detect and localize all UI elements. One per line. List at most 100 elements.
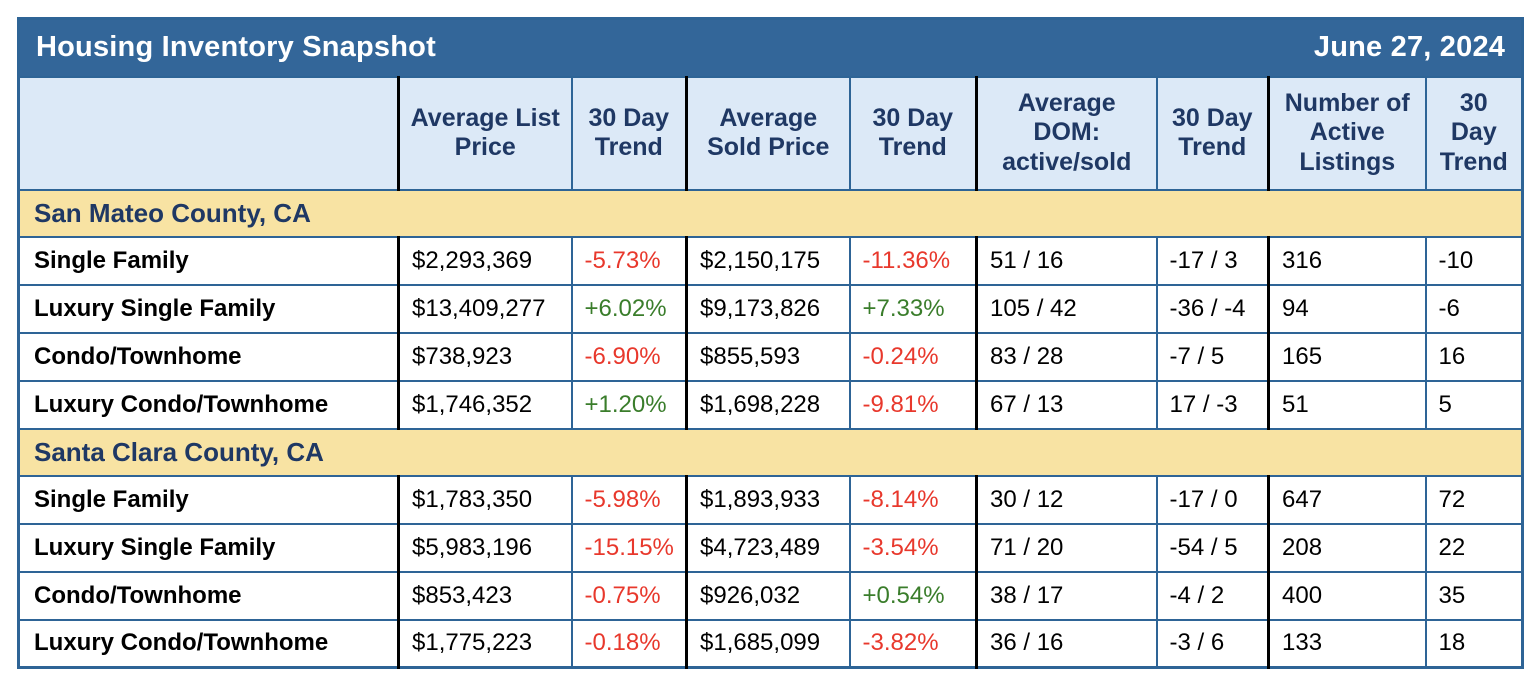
cell-avg-dom: 105 / 42 <box>975 283 1157 333</box>
header-active-listings: Number of Active Listings <box>1267 75 1426 190</box>
cell-sold-price-trend: -11.36% <box>848 235 977 285</box>
cell-list-price-trend: -15.15% <box>570 522 687 572</box>
cell-active-listings: 316 <box>1267 235 1426 285</box>
cell-property-type: Luxury Single Family <box>18 283 399 333</box>
cell-avg-list-price: $5,983,196 <box>397 522 572 572</box>
cell-listings-trend: 22 <box>1424 522 1523 572</box>
header-sold-trend: 30 Day Trend <box>848 75 977 190</box>
cell-avg-list-price: $13,409,277 <box>397 283 572 333</box>
cell-dom-trend: -17 / 0 <box>1155 474 1269 524</box>
header-dom-trend: 30 Day Trend <box>1155 75 1269 190</box>
header-avg-dom: Average DOM: active/sold <box>975 75 1157 190</box>
county-section-title: Santa Clara County, CA <box>18 427 1523 477</box>
cell-sold-price-trend: -9.81% <box>848 379 977 429</box>
column-header-row: Average List Price 30 Day Trend Average … <box>18 75 1523 190</box>
cell-listings-trend: -6 <box>1424 283 1523 333</box>
cell-avg-sold-price: $1,698,228 <box>685 379 850 429</box>
cell-active-listings: 400 <box>1267 570 1426 620</box>
cell-dom-trend: -7 / 5 <box>1155 331 1269 381</box>
cell-listings-trend: 72 <box>1424 474 1523 524</box>
cell-list-price-trend: -0.75% <box>570 570 687 620</box>
table-row: Condo/Townhome $853,423 -0.75% $926,032 +0.5… <box>18 570 1523 620</box>
cell-listings-trend: 5 <box>1424 379 1523 429</box>
cell-sold-price-trend: -3.54% <box>848 522 977 572</box>
header-avg-sold-price: Average Sold Price <box>685 75 850 190</box>
cell-property-type: Condo/Townhome <box>18 331 399 381</box>
cell-dom-trend: -3 / 6 <box>1155 618 1269 668</box>
report-date: June 27, 2024 <box>1313 31 1506 64</box>
cell-avg-dom: 71 / 20 <box>975 522 1157 572</box>
cell-avg-dom: 83 / 28 <box>975 331 1157 381</box>
cell-active-listings: 165 <box>1267 331 1426 381</box>
cell-listings-trend: 16 <box>1424 331 1523 381</box>
housing-inventory-table: Housing Inventory Snapshot June 27, 2024… <box>17 17 1525 669</box>
cell-avg-list-price: $853,423 <box>397 570 572 620</box>
cell-active-listings: 94 <box>1267 283 1426 333</box>
header-listings-trend: 30 Day Trend <box>1424 75 1523 190</box>
county-section-title: San Mateo County, CA <box>18 188 1523 238</box>
cell-dom-trend: -36 / -4 <box>1155 283 1269 333</box>
cell-avg-sold-price: $4,723,489 <box>685 522 850 572</box>
cell-avg-sold-price: $1,893,933 <box>685 474 850 524</box>
page: Housing Inventory Snapshot June 27, 2024… <box>17 17 1525 669</box>
cell-avg-list-price: $1,783,350 <box>397 474 572 524</box>
cell-avg-dom: 67 / 13 <box>975 379 1157 429</box>
cell-sold-price-trend: -0.24% <box>848 331 977 381</box>
cell-listings-trend: 18 <box>1424 618 1523 668</box>
cell-listings-trend: -10 <box>1424 235 1523 285</box>
header-list-trend: 30 Day Trend <box>570 75 687 190</box>
cell-sold-price-trend: +0.54% <box>848 570 977 620</box>
cell-avg-list-price: $738,923 <box>397 331 572 381</box>
cell-list-price-trend: -5.98% <box>570 474 687 524</box>
cell-list-price-trend: -6.90% <box>570 331 687 381</box>
cell-list-price-trend: -0.18% <box>570 618 687 668</box>
cell-dom-trend: -17 / 3 <box>1155 235 1269 285</box>
cell-active-listings: 51 <box>1267 379 1426 429</box>
table-row: Condo/Townhome $738,923 -6.90% $855,593 -0.2… <box>18 331 1523 381</box>
table-row: Luxury Single Family $5,983,196 -15.15% $4,… <box>18 522 1523 572</box>
cell-sold-price-trend: -3.82% <box>848 618 977 668</box>
cell-dom-trend: -4 / 2 <box>1155 570 1269 620</box>
cell-sold-price-trend: -8.14% <box>848 474 977 524</box>
cell-property-type: Luxury Condo/Townhome <box>18 379 399 429</box>
cell-property-type: Single Family <box>18 474 399 524</box>
cell-active-listings: 133 <box>1267 618 1426 668</box>
table-row: Single Family $2,293,369 -5.73% $2,150,175-… <box>18 235 1523 285</box>
cell-property-type: Single Family <box>18 235 399 285</box>
cell-property-type: Luxury Single Family <box>18 522 399 572</box>
cell-dom-trend: -54 / 5 <box>1155 522 1269 572</box>
cell-dom-trend: 17 / -3 <box>1155 379 1269 429</box>
cell-list-price-trend: +1.20% <box>570 379 687 429</box>
cell-avg-list-price: $1,775,223 <box>397 618 572 668</box>
cell-avg-sold-price: $2,150,175 <box>685 235 850 285</box>
title-bar: Housing Inventory Snapshot June 27, 2024 <box>18 18 1523 78</box>
cell-sold-price-trend: +7.33% <box>848 283 977 333</box>
cell-property-type: Condo/Townhome <box>18 570 399 620</box>
cell-avg-dom: 51 / 16 <box>975 235 1157 285</box>
cell-avg-list-price: $2,293,369 <box>397 235 572 285</box>
cell-active-listings: 208 <box>1267 522 1426 572</box>
table-row: Luxury Single Family $13,409,277 +6.02% $9,… <box>18 283 1523 333</box>
table-body: San Mateo County, CA Single Family $2,293,… <box>18 188 1523 668</box>
header-avg-list-price: Average List Price <box>397 75 572 190</box>
cell-listings-trend: 35 <box>1424 570 1523 620</box>
cell-avg-dom: 38 / 17 <box>975 570 1157 620</box>
cell-avg-sold-price: $1,685,099 <box>685 618 850 668</box>
county-section-row: Santa Clara County, CA <box>18 427 1523 477</box>
cell-list-price-trend: +6.02% <box>570 283 687 333</box>
cell-property-type: Luxury Condo/Townhome <box>18 618 399 668</box>
cell-avg-sold-price: $926,032 <box>685 570 850 620</box>
cell-avg-dom: 36 / 16 <box>975 618 1157 668</box>
page-title: Housing Inventory Snapshot <box>36 31 436 64</box>
table-row: Luxury Condo/Townhome $1,775,223 -0.18% $1,… <box>18 618 1523 668</box>
cell-list-price-trend: -5.73% <box>570 235 687 285</box>
table-row: Luxury Condo/Townhome $1,746,352 +1.20% $1,… <box>18 379 1523 429</box>
cell-avg-sold-price: $9,173,826 <box>685 283 850 333</box>
table-row: Single Family $1,783,350 -5.98% $1,893,933-… <box>18 474 1523 524</box>
cell-active-listings: 647 <box>1267 474 1426 524</box>
corner-header-cell <box>18 75 399 190</box>
cell-avg-sold-price: $855,593 <box>685 331 850 381</box>
cell-avg-dom: 30 / 12 <box>975 474 1157 524</box>
cell-avg-list-price: $1,746,352 <box>397 379 572 429</box>
county-section-row: San Mateo County, CA <box>18 188 1523 238</box>
